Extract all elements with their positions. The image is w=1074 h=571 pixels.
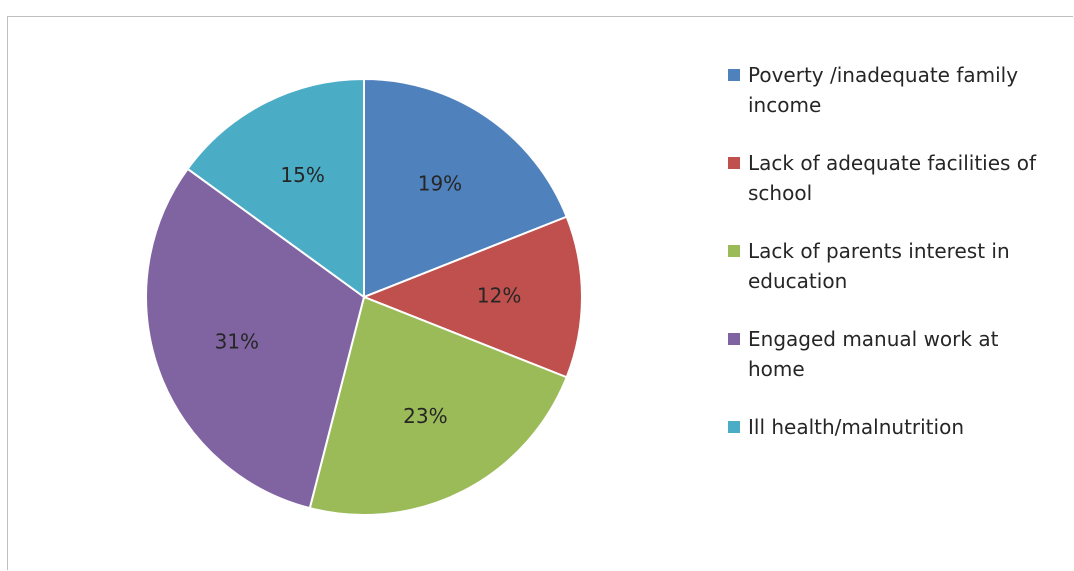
legend-label-line2: education: [748, 269, 848, 293]
legend: Poverty /inadequate family income Lack o…: [728, 60, 1068, 500]
legend-label-line1: Poverty /inadequate family: [748, 63, 1019, 87]
legend-label-line1: Lack of adequate facilities of: [748, 151, 1037, 175]
legend-label-line1: Ill health/malnutrition: [748, 415, 964, 439]
chart-area: [7, 16, 1073, 570]
pie-slice-school-facilities: [361, 215, 583, 379]
pie-slice-poverty: [363, 77, 568, 299]
legend-swatch: [728, 157, 740, 169]
pie-chart: 19% 12% 23% 31% 15%: [145, 77, 583, 516]
data-label-school-facilities: 12%: [477, 284, 521, 308]
legend-label-line1: Engaged manual work at: [748, 327, 999, 351]
legend-item-poverty: Poverty /inadequate family income: [728, 60, 1068, 148]
legend-label-line1: Lack of parents interest in: [748, 239, 1010, 263]
data-label-parents-interest: 23%: [403, 404, 447, 428]
data-label-ill-health: 15%: [280, 163, 324, 187]
pie-slice-parents-interest: [308, 295, 568, 516]
legend-swatch: [728, 421, 740, 433]
legend-swatch: [728, 333, 740, 345]
legend-item-school-facilities: Lack of adequate facilities of school: [728, 148, 1068, 236]
legend-swatch: [728, 69, 740, 81]
legend-label-line2: school: [748, 181, 813, 205]
legend-item-ill-health: Ill health/malnutrition: [728, 412, 1068, 500]
pie-slice-manual-work: [145, 167, 366, 510]
legend-item-manual-work: Engaged manual work at home: [728, 324, 1068, 412]
legend-swatch: [728, 245, 740, 257]
legend-item-parents-interest: Lack of parents interest in education: [728, 236, 1068, 324]
pie-slice-ill-health: [186, 77, 365, 299]
legend-label-line2: income: [748, 93, 822, 117]
data-label-manual-work: 31%: [215, 329, 259, 353]
data-label-poverty: 19%: [418, 172, 462, 196]
legend-label-line2: home: [748, 357, 805, 381]
